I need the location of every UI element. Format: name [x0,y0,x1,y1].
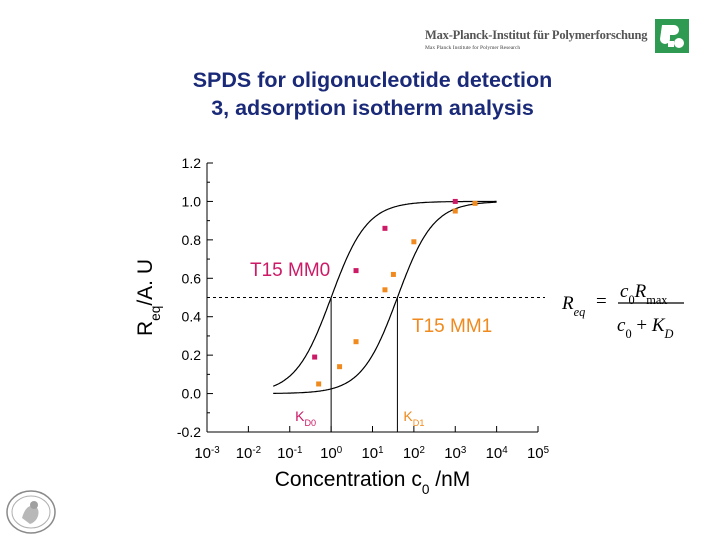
fit-curve-1 [272,200,497,387]
data-point-series-2 [452,208,458,214]
y-tick-label: 0.6 [182,270,202,286]
x-tick-label: 100 [320,445,343,463]
chart-labels: Concentration c0 /nM Req/A. U T15 MM0 T15 M… [134,259,684,497]
institute-name: Max-Planck-Institut für Polymerforschung [425,28,648,42]
x-tick-label: 10-1 [277,445,302,463]
data-point-series-2 [316,381,322,387]
institute-subtitle: Max Planck Institute for Polymer Researc… [425,45,521,51]
institute-seal-icon [6,490,56,534]
data-point-series-2 [382,287,388,293]
slide-title-line-2: 3, adsorption isotherm analysis [211,96,534,120]
kd1-label: KD1 [403,408,424,428]
fit-curve-2 [273,201,497,394]
chart-axes: -0.2 0.0 0.2 0.4 0.6 0.8 1.0 1.2 10-3 10-2 10-1 100… [177,155,550,462]
x-tick-label: 103 [444,445,466,463]
x-tick-label: 102 [403,445,425,463]
y-tick-label: 0.8 [182,232,202,248]
equation-denominator: c0 + KD [617,315,674,341]
data-point-series-1 [353,268,359,274]
y-tick-label: 1.0 [182,193,202,209]
data-point-series-2 [411,239,417,245]
slide-title-line-1: SPDS for oligonucleotide detection [192,68,553,92]
data-point-series-2 [353,339,359,345]
series-label-mm0: T15 MM0 [250,260,330,281]
institute-header: Max-Planck-Institut für Polymerforschung… [425,28,648,51]
y-tick-label: -0.2 [177,424,201,440]
data-point-series-1 [452,198,458,204]
slide-title: SPDS for oligonucleotide detection 3, ad… [0,66,720,122]
data-points [312,198,478,387]
fit-curves [207,200,545,432]
y-axis-title: Req/A. U [134,259,163,336]
data-point-series-1 [312,354,318,360]
series-label-mm1: T15 MM1 [412,316,492,337]
x-tick-label: 10-3 [194,445,219,463]
x-axis-title: Concentration c0 /nM [275,468,471,497]
institute-logo-icon [655,19,689,53]
kd0-label: KD0 [295,408,316,428]
equation-lhs: Req [561,293,585,319]
data-point-series-2 [472,200,478,206]
data-point-series-2 [337,364,343,370]
data-point-series-2 [390,271,396,277]
x-tick-label: 105 [527,445,550,463]
data-point-series-1 [382,225,388,231]
x-tick-label: 10-2 [236,445,261,463]
y-tick-label: 1.2 [182,155,202,171]
x-tick-label: 104 [486,445,509,463]
y-tick-label: 0.4 [182,309,202,325]
equation-equals: = [596,291,607,312]
y-tick-label: 0.0 [182,386,202,402]
x-tick-label: 101 [361,445,383,463]
y-tick-label: 0.2 [182,347,202,363]
